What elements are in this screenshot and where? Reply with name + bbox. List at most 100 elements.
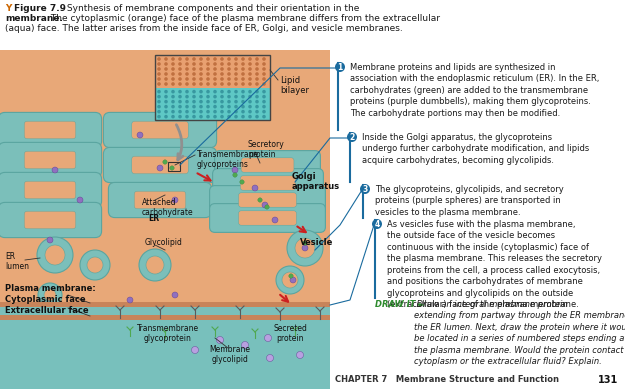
Circle shape	[302, 245, 308, 251]
Circle shape	[185, 115, 189, 118]
Circle shape	[241, 110, 245, 114]
Circle shape	[178, 115, 182, 118]
FancyBboxPatch shape	[240, 176, 296, 190]
Circle shape	[289, 274, 293, 278]
Circle shape	[220, 115, 224, 118]
FancyBboxPatch shape	[24, 211, 76, 229]
FancyBboxPatch shape	[132, 156, 188, 174]
Text: Glycolipid: Glycolipid	[145, 238, 183, 247]
Circle shape	[185, 72, 189, 76]
Circle shape	[171, 90, 175, 93]
Circle shape	[240, 180, 244, 184]
Circle shape	[164, 82, 168, 86]
Circle shape	[220, 105, 224, 109]
Circle shape	[220, 77, 224, 81]
Circle shape	[199, 62, 202, 66]
Circle shape	[234, 77, 238, 81]
Circle shape	[265, 205, 269, 209]
Circle shape	[52, 167, 58, 173]
Circle shape	[158, 67, 161, 71]
Circle shape	[213, 72, 217, 76]
Circle shape	[192, 72, 196, 76]
Circle shape	[228, 90, 231, 93]
Circle shape	[234, 100, 238, 103]
Circle shape	[185, 105, 189, 109]
Circle shape	[248, 105, 252, 109]
Circle shape	[178, 82, 182, 86]
Circle shape	[220, 57, 224, 61]
Text: 3: 3	[362, 184, 368, 193]
Text: Secreted
protein: Secreted protein	[273, 324, 307, 343]
Bar	[168, 162, 180, 171]
Circle shape	[192, 90, 196, 93]
Text: membrane.: membrane.	[5, 14, 63, 23]
Circle shape	[255, 67, 259, 71]
Text: Transmembrane
glycoprotein: Transmembrane glycoprotein	[137, 324, 199, 343]
Circle shape	[172, 292, 178, 298]
Circle shape	[232, 173, 238, 177]
Circle shape	[164, 115, 168, 118]
Text: Membrane proteins and lipids are synthesized in
association with the endoplasmic: Membrane proteins and lipids are synthes…	[350, 63, 599, 118]
Circle shape	[220, 82, 224, 86]
Circle shape	[164, 72, 168, 76]
Circle shape	[255, 115, 259, 118]
Circle shape	[248, 77, 252, 81]
Circle shape	[178, 57, 182, 61]
Circle shape	[262, 110, 266, 114]
Circle shape	[234, 90, 238, 93]
Circle shape	[171, 62, 175, 66]
Circle shape	[185, 57, 189, 61]
Bar	[0, 310, 625, 389]
Circle shape	[206, 95, 210, 98]
Circle shape	[158, 100, 161, 103]
Circle shape	[241, 57, 245, 61]
Circle shape	[335, 62, 345, 72]
Circle shape	[178, 77, 182, 81]
Circle shape	[252, 185, 258, 191]
Circle shape	[171, 72, 175, 76]
Circle shape	[137, 132, 143, 138]
Circle shape	[213, 100, 217, 103]
Text: 131: 131	[598, 375, 618, 385]
Text: 2: 2	[349, 133, 354, 142]
Text: Plasma membrane:: Plasma membrane:	[5, 284, 96, 293]
Circle shape	[47, 237, 53, 243]
Circle shape	[146, 256, 164, 274]
Circle shape	[171, 77, 175, 81]
Circle shape	[80, 250, 110, 280]
Circle shape	[178, 90, 182, 93]
Circle shape	[255, 90, 259, 93]
Circle shape	[255, 110, 259, 114]
Circle shape	[213, 95, 217, 98]
Circle shape	[234, 82, 238, 86]
FancyBboxPatch shape	[209, 203, 326, 232]
Circle shape	[248, 110, 252, 114]
Circle shape	[185, 77, 189, 81]
Bar	[330, 50, 625, 389]
Text: Lipid
bilayer: Lipid bilayer	[280, 76, 309, 95]
Circle shape	[255, 105, 259, 109]
Text: Vesicle: Vesicle	[300, 238, 333, 247]
Circle shape	[220, 72, 224, 76]
Circle shape	[158, 62, 161, 66]
Circle shape	[228, 100, 231, 103]
FancyBboxPatch shape	[0, 112, 102, 147]
Circle shape	[248, 95, 252, 98]
Text: Draw an integral membrane protein
extending from partway through the ER membrane: Draw an integral membrane protein extend…	[414, 300, 625, 366]
FancyBboxPatch shape	[209, 186, 326, 214]
Circle shape	[172, 197, 178, 203]
Circle shape	[213, 105, 217, 109]
Circle shape	[255, 82, 259, 86]
Circle shape	[220, 95, 224, 98]
Circle shape	[248, 67, 252, 71]
Text: Secretory
protein: Secretory protein	[248, 140, 285, 159]
Circle shape	[234, 72, 238, 76]
FancyBboxPatch shape	[132, 121, 188, 139]
Circle shape	[192, 110, 196, 114]
Circle shape	[248, 90, 252, 93]
Circle shape	[213, 77, 217, 81]
Circle shape	[255, 100, 259, 103]
Circle shape	[158, 105, 161, 109]
Bar	[155, 55, 270, 120]
Circle shape	[220, 90, 224, 93]
